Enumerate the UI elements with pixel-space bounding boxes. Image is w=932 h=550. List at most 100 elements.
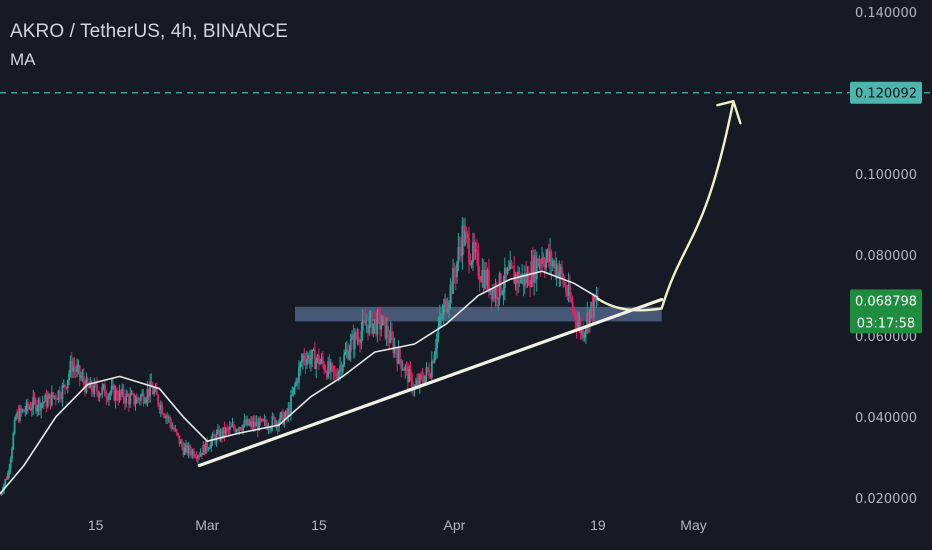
candle-body — [582, 329, 585, 338]
candle — [348, 344, 351, 361]
candle-body — [570, 298, 573, 302]
candle-body — [575, 320, 578, 328]
candle — [515, 271, 518, 296]
candle — [401, 360, 404, 371]
candle — [203, 443, 206, 456]
candle — [464, 217, 466, 247]
candle-body — [526, 271, 529, 284]
candle — [446, 297, 449, 314]
price-axis-label: 0.080000 — [855, 249, 917, 264]
candle — [292, 387, 295, 397]
candle — [287, 401, 290, 422]
candle-body — [198, 455, 201, 457]
candle — [194, 453, 197, 459]
candle — [130, 389, 133, 396]
candle-body — [155, 388, 158, 396]
candle-body — [209, 447, 211, 449]
candle-body — [101, 386, 104, 394]
time-axis-label: 15 — [88, 517, 104, 533]
candle-body — [547, 250, 550, 262]
candle-body — [594, 295, 597, 301]
candle — [235, 428, 238, 433]
candle — [461, 217, 464, 270]
candle — [62, 379, 65, 388]
candle-body — [134, 403, 137, 405]
time-axis[interactable]: 15 Mar 15 Apr 19 May — [88, 517, 707, 533]
candle — [34, 397, 37, 415]
candle-body — [161, 404, 163, 414]
candle — [73, 357, 76, 378]
candle-body — [417, 380, 420, 386]
candle-body — [450, 284, 453, 294]
candle — [290, 389, 292, 421]
candle — [134, 395, 137, 411]
candle — [15, 413, 17, 421]
candle — [223, 421, 226, 442]
candle — [267, 422, 270, 434]
candle — [486, 267, 489, 290]
candle-body — [505, 267, 508, 275]
candle — [105, 390, 108, 406]
candle-body — [460, 248, 462, 257]
candle-body — [17, 411, 20, 422]
candle-body — [247, 419, 250, 426]
candle — [37, 397, 40, 416]
candle — [523, 265, 526, 295]
candle-body — [440, 315, 443, 317]
candle-body — [352, 334, 355, 350]
candle — [585, 326, 587, 344]
candle-body — [355, 332, 357, 339]
candle — [27, 398, 29, 415]
candle-body — [340, 365, 343, 373]
candle — [179, 439, 182, 445]
candle — [438, 304, 441, 329]
candle — [553, 259, 555, 269]
candle-body — [306, 359, 308, 365]
candle-body — [215, 433, 218, 442]
candle-body — [502, 287, 505, 293]
candle — [441, 304, 444, 320]
candle-body — [302, 354, 304, 362]
candle-body — [409, 369, 412, 375]
candle — [197, 454, 199, 464]
candle — [474, 241, 477, 260]
candle — [356, 327, 359, 345]
candle — [563, 276, 566, 287]
candle — [199, 448, 202, 457]
price-axis[interactable]: 0.020000 0.040000 0.060000 0.080000 0.100000… — [855, 6, 917, 507]
candle-body — [202, 444, 205, 455]
projection-arrow — [596, 99, 735, 312]
candle — [484, 261, 486, 291]
candle-body — [307, 355, 310, 360]
candle — [332, 365, 335, 380]
candle — [492, 284, 494, 303]
candle — [33, 392, 36, 405]
candle-body — [388, 337, 391, 343]
candle-body — [327, 361, 330, 378]
candle — [436, 332, 439, 359]
candle-body — [23, 409, 25, 412]
candle — [501, 290, 504, 296]
indicator-label[interactable]: MA — [10, 50, 36, 69]
candle — [131, 390, 134, 396]
candle-body — [53, 395, 56, 397]
candle-body — [224, 428, 227, 435]
candle — [129, 387, 132, 408]
candle — [239, 426, 242, 431]
candle-body — [54, 395, 57, 400]
candle-body — [8, 468, 11, 473]
symbol-title[interactable]: AKRO / TetherUS, 4h, BINANCE — [10, 21, 289, 42]
candle-body — [399, 348, 401, 360]
candle — [498, 271, 501, 306]
candle-body — [143, 401, 146, 403]
candle — [457, 232, 460, 272]
candle-body — [52, 392, 55, 397]
candle-body — [133, 393, 136, 405]
candle — [279, 412, 282, 423]
candle — [554, 251, 557, 280]
candle — [450, 281, 453, 305]
candle — [363, 310, 365, 323]
candle-body — [395, 347, 397, 354]
candle-body — [567, 284, 570, 296]
